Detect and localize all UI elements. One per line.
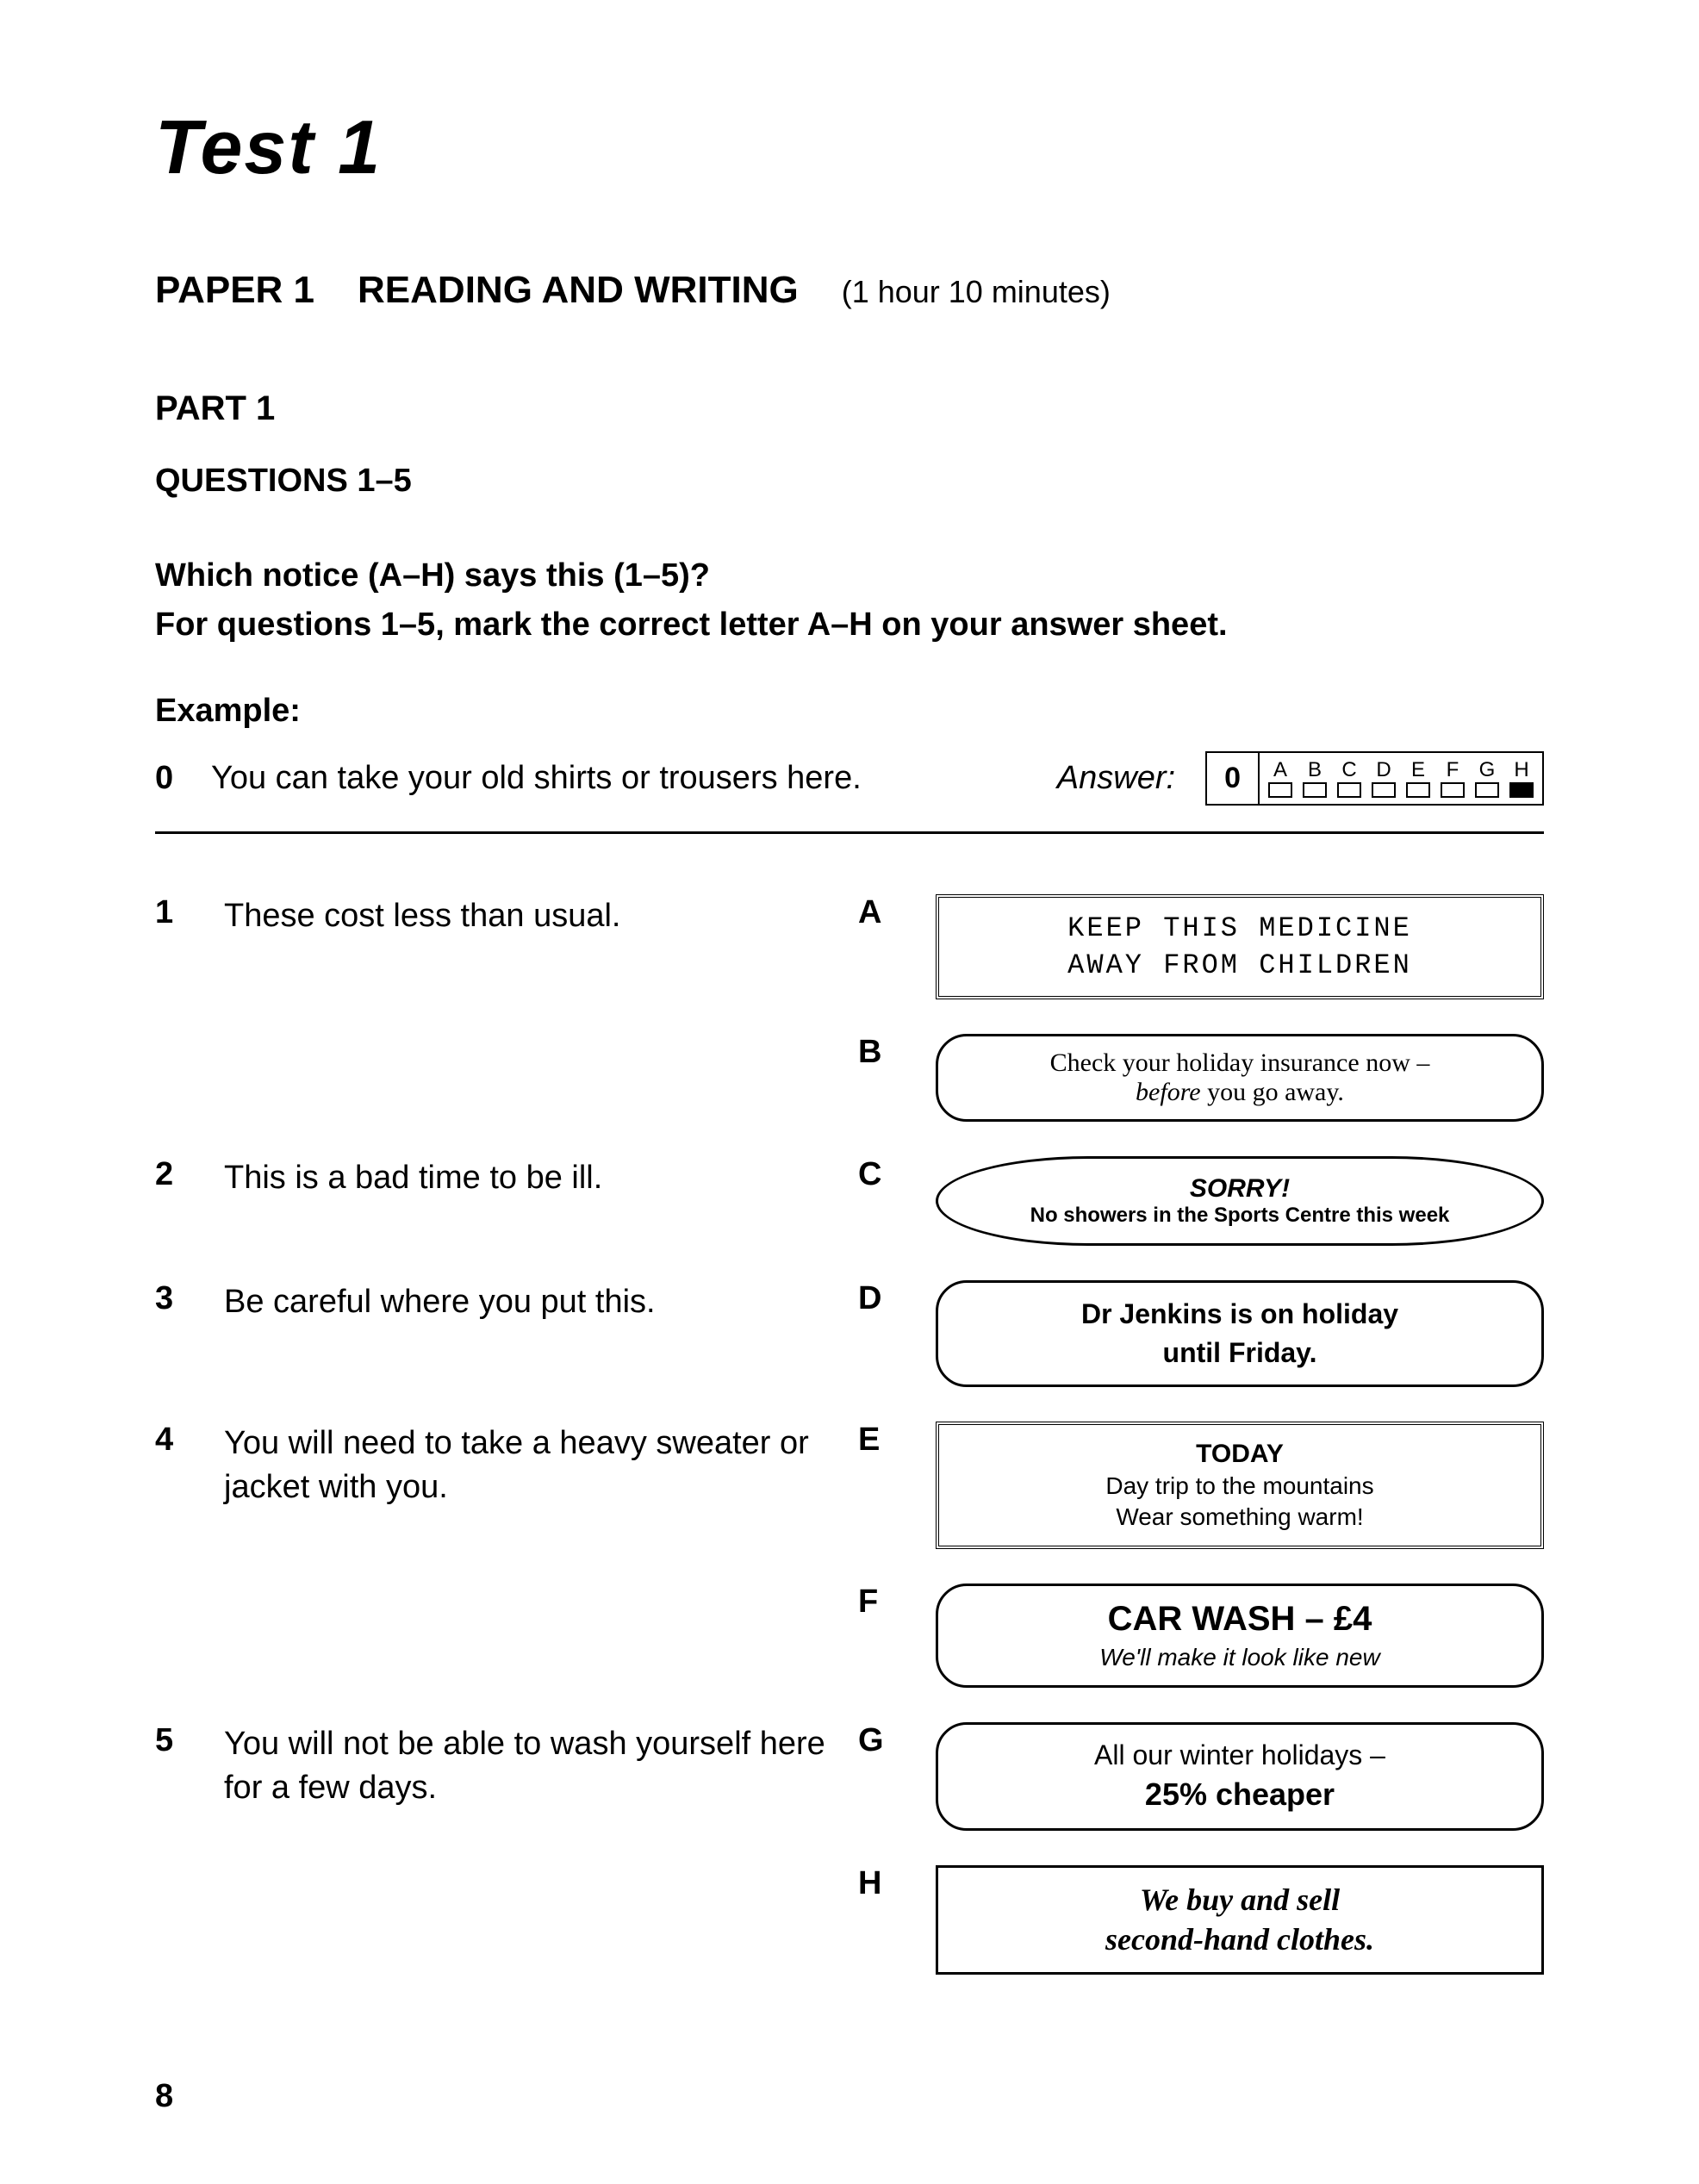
question-4-text: You will need to take a heavy sweater or… (224, 1422, 832, 1510)
paper-title: READING AND WRITING (358, 269, 799, 312)
notice-d-letter: D (858, 1280, 910, 1317)
notice-h: We buy and sell second-hand clothes. (936, 1865, 1544, 1976)
answer-box-c[interactable] (1337, 782, 1361, 798)
answer-letter-f: F (1441, 758, 1465, 782)
notice-b: Check your holiday insurance now – befor… (936, 1034, 1544, 1122)
answer-letter-g: G (1475, 758, 1499, 782)
answer-label: Answer: (1057, 760, 1175, 797)
notice-h-line1: We buy and sell (1140, 1880, 1340, 1920)
answer-letters-row: A B C D E F G H (1268, 758, 1534, 782)
answer-letter-a: A (1268, 758, 1292, 782)
answer-letter-c: C (1337, 758, 1361, 782)
notice-h-line2: second-hand clothes. (1105, 1920, 1374, 1960)
notice-c-line1: SORRY! (1190, 1174, 1290, 1204)
notice-g-line1: All our winter holidays – (1094, 1737, 1385, 1774)
part-label: PART 1 (155, 389, 1544, 428)
notice-e-line1: TODAY (1196, 1437, 1284, 1471)
notice-b-line1: Check your holiday insurance now – (1050, 1048, 1430, 1078)
notice-f-line1: CAR WASH – £4 (1108, 1600, 1372, 1639)
notice-e-line2: Day trip to the mountains (1105, 1471, 1373, 1502)
notice-f-letter: F (858, 1584, 910, 1621)
answer-box-g[interactable] (1475, 782, 1499, 798)
notice-e-line3: Wear something warm! (1116, 1502, 1363, 1533)
question-2-text: This is a bad time to be ill. (224, 1156, 832, 1200)
example-row: 0 You can take your old shirts or trouse… (155, 751, 1544, 806)
notice-a-letter: A (858, 894, 910, 931)
notice-d-line2: until Friday. (1163, 1334, 1317, 1372)
notice-a-line1: KEEP THIS MEDICINE (1067, 910, 1412, 947)
answer-box-d[interactable] (1372, 782, 1396, 798)
notice-c: SORRY! No showers in the Sports Centre t… (936, 1156, 1544, 1246)
question-2-number: 2 (155, 1156, 198, 1193)
test-title: Test 1 (155, 103, 1544, 191)
answer-box-f[interactable] (1441, 782, 1465, 798)
answer-grid: 0 A B C D E F G H (1205, 751, 1544, 806)
notice-c-letter: C (858, 1156, 910, 1193)
example-label: Example: (155, 693, 1544, 730)
question-5-number: 5 (155, 1722, 198, 1759)
questions-range: QUESTIONS 1–5 (155, 463, 1544, 500)
question-5-text: You will not be able to wash yourself he… (224, 1722, 832, 1811)
answer-grid-number: 0 (1207, 753, 1260, 804)
instruction-line-2: For questions 1–5, mark the correct lett… (155, 600, 1544, 650)
notice-b-letter: B (858, 1034, 910, 1071)
question-3-number: 3 (155, 1280, 198, 1317)
page-number: 8 (155, 2078, 1544, 2115)
answer-letter-h: H (1509, 758, 1534, 782)
answer-letter-b: B (1303, 758, 1327, 782)
answer-letter-d: D (1372, 758, 1396, 782)
example-text: You can take your old shirts or trousers… (211, 760, 993, 797)
question-4-number: 4 (155, 1422, 198, 1459)
notice-a: KEEP THIS MEDICINE AWAY FROM CHILDREN (936, 894, 1544, 999)
answer-box-b[interactable] (1303, 782, 1327, 798)
instruction-line-1: Which notice (A–H) says this (1–5)? (155, 551, 1544, 600)
notice-a-line2: AWAY FROM CHILDREN (1067, 947, 1412, 984)
notice-g: All our winter holidays – 25% cheaper (936, 1722, 1544, 1831)
question-1-text: These cost less than usual. (224, 894, 832, 938)
paper-label: PAPER 1 (155, 269, 314, 312)
notice-e-letter: E (858, 1422, 910, 1459)
notice-e: TODAY Day trip to the mountains Wear som… (936, 1422, 1544, 1549)
notice-g-line2: 25% cheaper (1145, 1774, 1335, 1816)
divider (155, 831, 1544, 834)
answer-box-a[interactable] (1268, 782, 1292, 798)
example-number: 0 (155, 760, 181, 797)
notice-d: Dr Jenkins is on holiday until Friday. (936, 1280, 1544, 1387)
paper-time: (1 hour 10 minutes) (842, 274, 1111, 310)
notice-h-letter: H (858, 1865, 910, 1902)
notice-b-line2: before you go away. (1136, 1078, 1344, 1107)
instructions: Which notice (A–H) says this (1–5)? For … (155, 551, 1544, 650)
notice-g-letter: G (858, 1722, 910, 1759)
qa-grid: 1 These cost less than usual. A KEEP THI… (155, 894, 1544, 1975)
paper-heading: PAPER 1 READING AND WRITING (1 hour 10 m… (155, 269, 1544, 312)
notice-c-line2: No showers in the Sports Centre this wee… (1030, 1204, 1450, 1228)
answer-box-h[interactable] (1509, 782, 1534, 798)
question-1-number: 1 (155, 894, 198, 931)
notice-f: CAR WASH – £4 We'll make it look like ne… (936, 1584, 1544, 1688)
answer-box-e[interactable] (1406, 782, 1430, 798)
answer-boxes-row (1268, 782, 1534, 798)
answer-letter-e: E (1406, 758, 1430, 782)
notice-d-line1: Dr Jenkins is on holiday (1081, 1295, 1398, 1334)
notice-f-line2: We'll make it look like new (1099, 1644, 1379, 1671)
question-3-text: Be careful where you put this. (224, 1280, 832, 1324)
